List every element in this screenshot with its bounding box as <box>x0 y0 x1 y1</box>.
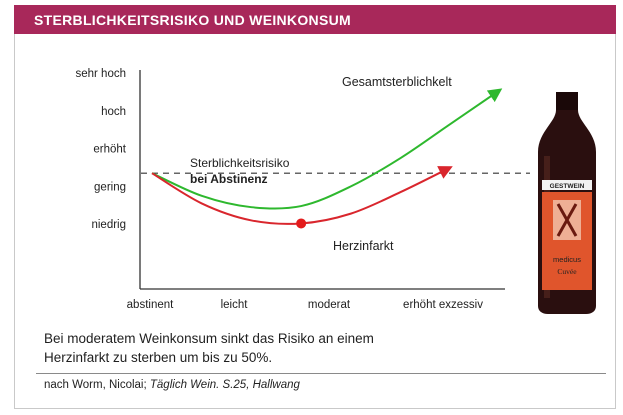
y-tick-label: niedrig <box>91 219 126 231</box>
wine-bottle-image: GESTWEIN medicus Cuvée <box>538 92 596 314</box>
y-tick-label: sehr hoch <box>75 68 126 80</box>
chart-title: STERBLICHKEITSRISIKO UND WEINKONSUM <box>34 11 351 28</box>
x-tick-label: moderat <box>308 299 351 311</box>
y-tick-label: hoch <box>101 106 126 118</box>
title-bar: STERBLICHKEITSRISIKO UND WEINKONSUM <box>14 5 616 34</box>
caption-line-1: Bei moderatem Weinkonsum sinkt das Risik… <box>44 331 374 346</box>
y-tick-label: gering <box>94 181 126 193</box>
divider <box>36 373 606 374</box>
series-gesamtsterblichkeit-line <box>151 88 503 210</box>
reference-label-line-2: bei Abstinenz <box>190 172 268 186</box>
y-tick-label: erhöht <box>93 144 126 156</box>
source-prefix: nach Worm, Nicolai; <box>44 379 150 391</box>
bottle-sublabel: Cuvée <box>557 267 577 276</box>
x-tick-label: abstinent <box>127 299 174 311</box>
herzinfarkt-minimum-marker <box>296 218 307 229</box>
series-gesamtsterblichkeit-label: Gesamtsterblichkelt <box>342 75 452 89</box>
bottle-brand: GESTWEIN <box>550 183 585 190</box>
caption-line-2: Herzinfarkt zu sterben um bis zu 50%. <box>44 350 273 365</box>
series-herzinfarkt-label: Herzinfarkt <box>333 239 394 253</box>
x-tick-label: erhöht exzessiv <box>403 299 483 311</box>
caption: Bei moderatem Weinkonsum sinkt das Risik… <box>44 329 464 367</box>
x-tick-label: leicht <box>221 299 249 311</box>
infographic-frame <box>14 5 616 409</box>
bottle-label: medicus <box>553 255 581 264</box>
reference-label-line-1: Sterblichkeitsrisiko <box>190 156 290 170</box>
source-title: Täglich Wein. S.25, Hallwang <box>149 379 300 391</box>
source-citation: nach Worm, Nicolai; Täglich Wein. S.25, … <box>44 379 300 391</box>
